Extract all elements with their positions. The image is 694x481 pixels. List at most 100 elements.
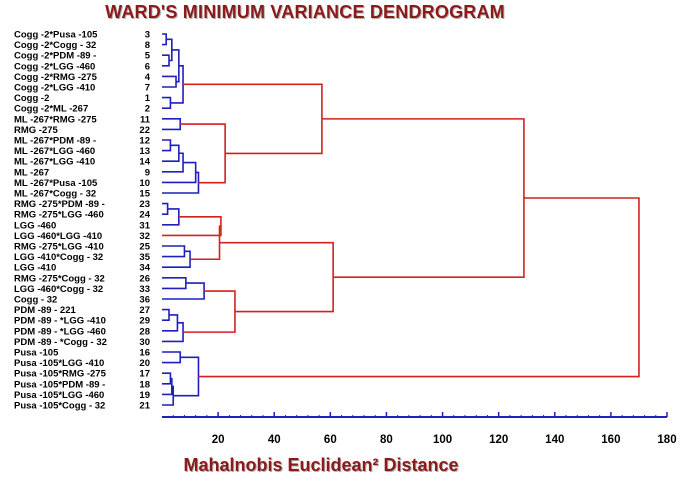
leaf-number: 7 [145,83,150,94]
dendrogram-link [162,351,182,364]
dendrogram-link [162,54,170,67]
leaf-number: 9 [145,167,150,178]
leaf-label: Pusa -105*LGG -460 [14,390,104,401]
x-tick-label: 20 [212,434,225,446]
dendrogram-link [162,33,168,46]
x-tick-label: 100 [433,434,452,446]
leaf-number: 13 [139,146,150,157]
leaf-label: Cogg - 32 [14,295,57,306]
x-tick-label: 140 [545,434,564,446]
leaf-number: 3 [145,30,150,41]
x-tick-label: 180 [657,434,676,446]
chart-title: WARD'S MINIMUM VARIANCE DENDROGRAM [105,2,505,22]
leaf-number: 30 [139,337,150,348]
leaf-label: Cogg -2 [14,93,49,104]
leaf-label: Cogg -2*Cogg - 32 [14,40,96,51]
leaf-number: 18 [139,379,150,390]
dendrogram-link [162,208,180,226]
dendrogram-link [162,171,200,194]
leaf-label: LGG -410*Cogg - 32 [14,252,103,263]
leaf-number: 23 [139,199,150,210]
dendrogram-link [162,377,173,396]
leaf-number: 1 [145,93,151,104]
dendrogram-link [162,202,169,215]
leaf-number: 24 [139,210,150,221]
leaf-number: 17 [139,369,150,380]
leaf-number: 6 [145,61,150,72]
dendrogram-link [166,38,173,62]
leaf-number: 28 [139,326,150,337]
leaf-label: RMG -275*LGG -410 [14,242,104,253]
dendrogram-link [198,197,640,378]
dendrogram-link [162,245,186,258]
leaf-number: 27 [139,305,150,316]
leaf-label: Pusa -105*LGG -410 [14,358,104,369]
leaf-number: 11 [140,114,151,125]
leaf-label: Pusa -105 [14,348,59,359]
leaf-number: 35 [139,252,150,263]
leaf-number: 25 [139,242,150,253]
leaf-label: Cogg -2*Pusa -105 [14,30,98,41]
dendrogram-link [162,144,180,162]
leaf-number: 10 [139,178,150,189]
dendrogram-link [162,282,205,300]
leaf-number: 15 [139,189,150,200]
dendrogram-link [162,277,187,290]
leaf-label: Cogg -2*LGG -460 [14,61,95,72]
leaf-number: 19 [139,390,150,401]
leaf-label: PDM -89 - *Cogg - 32 [14,337,107,348]
leaf-label: RMG -275*LGG -460 [14,210,104,221]
dendrogram-link [162,250,191,268]
leaf-number: 29 [139,316,150,327]
leaf-label: Cogg -2*LGG -410 [14,83,95,94]
leaf-label: LGG -460*Cogg - 32 [14,284,103,295]
dendrogram-link [321,118,525,278]
leaf-label: Pusa -105*Cogg - 32 [14,401,105,412]
leaf-number: 5 [145,51,151,62]
dendrogram-link [162,96,172,109]
leaf-label: RMG -275*Cogg - 32 [14,273,105,284]
leaf-number: 32 [139,231,150,242]
dendrogram-link [162,118,182,131]
x-axis-title: Mahalnobis Euclidean² Distance [183,455,459,475]
dendrogram-link [180,123,226,184]
leaf-number: 14 [139,157,150,168]
leaf-label: ML -267*LGG -460 [14,146,95,157]
leaf-number: 8 [145,40,150,51]
leaf-label: Pusa -105*PDM -89 - [14,379,105,390]
dendrogram-link [162,372,172,385]
leaf-number: 4 [145,72,151,83]
leaf-label: PDM -89 - *LGG -460 [14,326,106,337]
x-tick-label: 120 [489,434,508,446]
leaf-number: 22 [139,125,150,136]
leaf-label: PDM -89 - *LGG -410 [14,316,106,327]
leaf-label: Cogg -2*ML -267 [14,104,88,115]
dendrogram-link [162,385,175,406]
leaf-label: RMG -275 [14,125,59,136]
leaf-number: 36 [139,295,150,306]
leaf-number: 31 [139,220,150,231]
x-tick-label: 160 [601,434,620,446]
x-tick-label: 40 [268,434,281,446]
leaf-label: ML -267*RMG -275 [14,114,97,125]
leaf-label: Cogg -2*RMG -275 [14,72,98,83]
leaf-number: 20 [139,358,150,369]
leaf-label: LGG -460 [14,220,56,231]
leaf-label: ML -267*PDM -89 - [14,136,96,147]
leaf-number: 34 [139,263,150,274]
dendrogram-link [171,49,180,83]
leaf-number: 12 [139,136,150,147]
leaf-number: 33 [139,284,150,295]
dendrogram-link [162,308,170,321]
leaf-label: ML -267*Cogg - 32 [14,189,96,200]
leaf-label: ML -267*LGG -410 [14,157,95,168]
x-tick-label: 60 [324,434,337,446]
dendrogram-link [173,356,200,397]
dendrogram-link [162,75,177,88]
dendrogram-link [219,241,334,313]
leaf-label: LGG -410 [14,263,56,274]
leaf-number: 16 [139,348,150,359]
leaf-label: ML -267 [14,167,49,178]
leaf-label: RMG -275*PDM -89 - [14,199,105,210]
